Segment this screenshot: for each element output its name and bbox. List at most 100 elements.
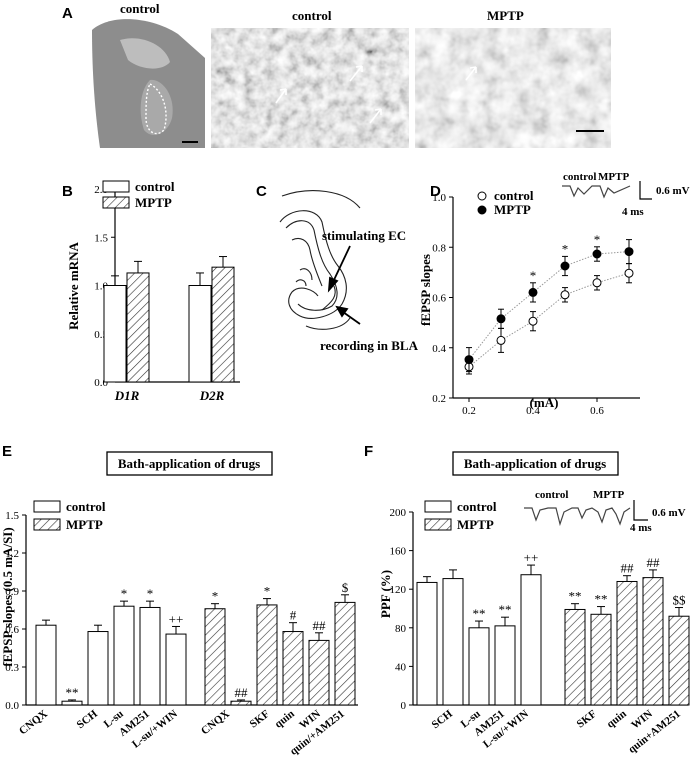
e-category-label: CNQX bbox=[199, 708, 232, 737]
arrow-markers-control bbox=[275, 65, 382, 124]
d-legend-MPTP-label: MPTP bbox=[494, 202, 531, 217]
panel-E-ylabel: fEPSP slopes (0.5 mA/SI) bbox=[0, 527, 15, 666]
e-bar-control bbox=[139, 606, 161, 706]
d-point-control bbox=[624, 268, 634, 278]
panel-B-letter: B bbox=[62, 183, 73, 200]
panel-E-title-box bbox=[106, 451, 273, 476]
e-bar-control bbox=[35, 624, 57, 706]
panel-F-title-box bbox=[452, 451, 619, 476]
f-bar-MPTP bbox=[668, 615, 690, 706]
d-legend-control-marker bbox=[477, 191, 487, 201]
d-xtick-label: 0.6 bbox=[590, 405, 604, 417]
b-ytick-label: 1.5 bbox=[94, 232, 108, 244]
f-legend-control-label: control bbox=[457, 499, 497, 514]
d-significance: * bbox=[562, 241, 569, 256]
e-significance: ++ bbox=[169, 611, 184, 626]
panel-B-ylabel: Relative mRNA bbox=[66, 242, 81, 330]
scale-bar bbox=[639, 181, 652, 200]
e-significance: * bbox=[121, 586, 128, 601]
d-ytick-label: 0.6 bbox=[432, 293, 446, 305]
panel-C-rec-label: recording in BLA bbox=[320, 338, 419, 353]
f-legend-MPTP-swatch bbox=[424, 518, 452, 531]
e-bar-control bbox=[113, 605, 135, 706]
e-bar-MPTP bbox=[204, 608, 226, 706]
f-ytick-label: 160 bbox=[390, 546, 407, 558]
panel-F-trace-label-mptp: MPTP bbox=[593, 489, 624, 501]
d-ytick-label: 0.2 bbox=[432, 393, 446, 405]
e-category-label: SKF bbox=[248, 708, 272, 731]
f-significance: ## bbox=[621, 561, 635, 576]
d-point-MPTP bbox=[592, 249, 602, 259]
panel-F-scale-v: 0.6 mV bbox=[652, 507, 686, 519]
f-significance: ** bbox=[569, 589, 582, 604]
fepsp-trace bbox=[562, 185, 631, 199]
f-bar-control bbox=[416, 581, 438, 706]
panel-c-arrows bbox=[327, 245, 361, 325]
f-ytick-label: 40 bbox=[395, 661, 407, 673]
e-significance: * bbox=[212, 589, 219, 604]
e-significance: ## bbox=[235, 685, 249, 700]
d-point-control bbox=[496, 335, 506, 345]
e-bar-MPTP bbox=[282, 631, 304, 706]
panel-a-micrograph-mptp: MPTP bbox=[415, 8, 611, 148]
d-point-MPTP bbox=[464, 355, 474, 365]
panel-f-traces: control MPTP 0.6 mV 4 ms bbox=[524, 489, 686, 534]
panel-C-letter: C bbox=[256, 183, 267, 200]
micrograph-mptp-image bbox=[415, 28, 611, 148]
b-legend-control-label: control bbox=[135, 179, 175, 194]
micrograph-control-image bbox=[211, 28, 409, 148]
panel-F-letter: F bbox=[364, 443, 373, 460]
e-category-label: quin bbox=[273, 708, 297, 731]
d-xtick-label: 0.4 bbox=[526, 405, 540, 417]
e-category-label: SCH bbox=[75, 708, 101, 732]
b-category-label: D2R bbox=[199, 388, 225, 403]
d-legend-MPTP-marker bbox=[477, 205, 487, 215]
panel-D-ylabel: fEPSP slopes bbox=[418, 254, 433, 326]
d-significance: * bbox=[530, 268, 537, 283]
f-legend-MPTP-label: MPTP bbox=[457, 517, 494, 532]
e-bar-control bbox=[165, 633, 187, 706]
f-category-label: quin+AM251 bbox=[626, 708, 683, 756]
b-legend-control-swatch bbox=[102, 180, 130, 193]
panel-F-ylabel: PPF (%) bbox=[378, 570, 393, 618]
f-bar-MPTP bbox=[564, 608, 586, 706]
e-ytick-label: 0.9 bbox=[5, 586, 19, 598]
f-significance: ** bbox=[499, 602, 512, 617]
f-bar-control bbox=[520, 574, 542, 706]
scale-bar bbox=[633, 500, 648, 521]
bla-outline bbox=[145, 83, 167, 135]
b-legend-MPTP-swatch bbox=[102, 196, 130, 209]
e-significance: # bbox=[290, 608, 297, 623]
panel-D-scale-t: 4 ms bbox=[622, 206, 644, 218]
d-point-MPTP bbox=[560, 261, 570, 271]
f-bar-MPTP bbox=[642, 577, 664, 706]
e-ytick-label: 1.5 bbox=[5, 510, 19, 522]
b-bar-MPTP-D2R bbox=[211, 266, 235, 383]
panel-A-letter: A bbox=[62, 5, 73, 22]
f-ytick-label: 120 bbox=[390, 584, 407, 596]
f-significance: ++ bbox=[524, 550, 539, 565]
b-legend-MPTP-label: MPTP bbox=[135, 195, 172, 210]
e-bar-MPTP bbox=[334, 601, 356, 706]
f-bar-MPTP bbox=[590, 613, 612, 706]
d-point-MPTP bbox=[624, 247, 634, 257]
f-category-label: quin bbox=[605, 708, 629, 731]
d-point-control bbox=[528, 316, 538, 326]
f-category-label: SKF bbox=[575, 708, 599, 731]
f-bar-MPTP bbox=[616, 580, 638, 706]
panel-a-micrograph-control: control bbox=[211, 8, 409, 148]
ppf-trace bbox=[524, 507, 631, 527]
d-point-control bbox=[560, 290, 570, 300]
panel-D-trace-label-control: control bbox=[563, 171, 596, 183]
d-ytick-label: 1.0 bbox=[432, 192, 446, 204]
e-significance: $ bbox=[342, 580, 349, 595]
panel-D-xlabel: (mA) bbox=[530, 395, 559, 410]
f-ytick-label: 200 bbox=[390, 507, 407, 519]
arrow-marker-mptp bbox=[465, 66, 477, 81]
d-ytick-label: 0.4 bbox=[432, 343, 446, 355]
f-bar-control bbox=[494, 625, 516, 706]
panel-D-trace-label-mptp: MPTP bbox=[598, 171, 629, 183]
f-legend-control-swatch bbox=[424, 500, 452, 513]
